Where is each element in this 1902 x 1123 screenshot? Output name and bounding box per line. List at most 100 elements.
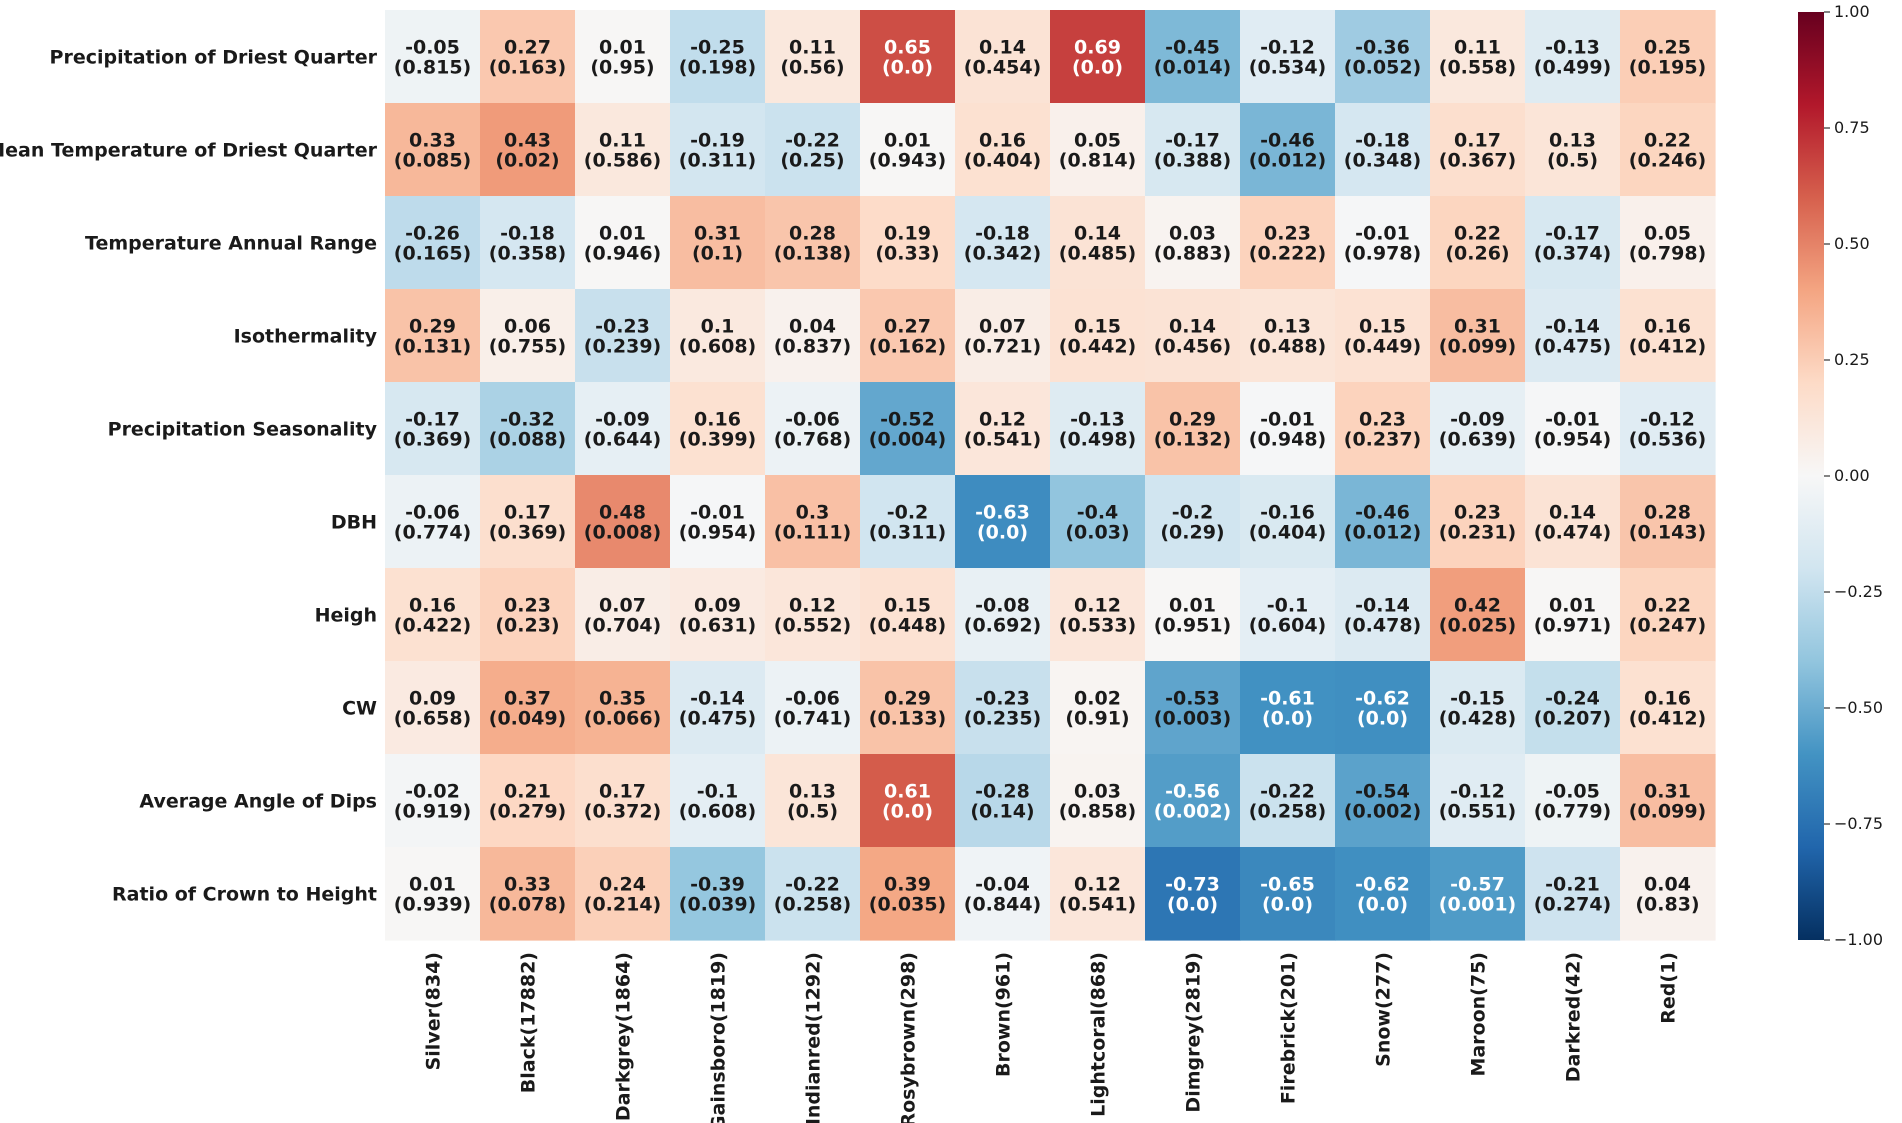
cell-value-label: 0.29 xyxy=(1169,409,1216,431)
cell-value-label: 0.42 xyxy=(1454,595,1501,617)
cell-pvalue-label: (0.604) xyxy=(1249,615,1326,637)
column-label: Dimgrey(2819) xyxy=(1183,952,1205,1113)
cell-value-label: -0.01 xyxy=(690,502,745,524)
heatmap-cell xyxy=(955,661,1051,755)
heatmap-cell xyxy=(1335,10,1431,104)
cell-pvalue-label: (0.0) xyxy=(1262,708,1313,730)
heatmap-cell xyxy=(860,847,956,941)
heatmap-cell xyxy=(955,10,1051,104)
heatmap-cell xyxy=(1525,847,1621,941)
cell-value-label: -0.16 xyxy=(1260,502,1315,524)
cell-pvalue-label: (0.085) xyxy=(394,150,471,172)
heatmap-cell xyxy=(1620,661,1716,755)
cell-value-label: 0.31 xyxy=(1644,781,1691,803)
heatmap-cell xyxy=(1525,103,1621,197)
cell-pvalue-label: (0.5) xyxy=(787,801,838,823)
cell-value-label: 0.3 xyxy=(796,502,830,524)
cell-value-label: -0.01 xyxy=(1545,409,1600,431)
heatmap-cell xyxy=(1430,754,1526,848)
cell-pvalue-label: (0.0) xyxy=(977,522,1028,544)
heatmap-cell xyxy=(1050,103,1146,197)
column-label: Lightcoral(868) xyxy=(1088,952,1110,1117)
cell-value-label: -0.4 xyxy=(1077,502,1119,524)
heatmap-cell xyxy=(385,382,481,476)
cell-pvalue-label: (0.001) xyxy=(1439,894,1516,916)
heatmap-cell xyxy=(385,103,481,197)
column-label: Gainsboro(1819) xyxy=(708,952,730,1123)
column-label: Silver(834) xyxy=(423,952,445,1070)
heatmap-cell xyxy=(1430,10,1526,104)
cell-value-label: 0.03 xyxy=(1169,223,1216,245)
cell-value-label: -0.18 xyxy=(1355,130,1410,152)
heatmap-cell xyxy=(1335,103,1431,197)
cell-value-label: 0.05 xyxy=(1074,130,1121,152)
cell-value-label: -0.54 xyxy=(1355,781,1410,803)
heatmap-cell xyxy=(1050,847,1146,941)
heatmap-cell xyxy=(955,289,1051,383)
cell-pvalue-label: (0.369) xyxy=(394,429,471,451)
heatmap-cell xyxy=(1525,475,1621,569)
cell-value-label: 0.12 xyxy=(979,409,1026,431)
row-label: Average Angle of Dips xyxy=(139,791,377,813)
heatmap-cell xyxy=(575,382,671,476)
cell-pvalue-label: (0.0) xyxy=(882,57,933,79)
row-label: Precipitation of Driest Quarter xyxy=(50,47,378,69)
heatmap-cell xyxy=(1145,568,1241,662)
column-label: Rosybrown(298) xyxy=(898,952,920,1123)
cell-value-label: -0.06 xyxy=(405,502,460,524)
cell-pvalue-label: (0.404) xyxy=(964,150,1041,172)
cell-pvalue-label: (0.412) xyxy=(1629,708,1706,730)
cell-value-label: 0.16 xyxy=(1644,316,1691,338)
cell-value-label: 0.13 xyxy=(1264,316,1311,338)
cell-pvalue-label: (0.534) xyxy=(1249,57,1326,79)
heatmap-cell xyxy=(385,847,481,941)
cell-pvalue-label: (0.132) xyxy=(1154,429,1231,451)
cell-pvalue-label: (0.768) xyxy=(774,429,851,451)
cell-value-label: 0.61 xyxy=(884,781,931,803)
cell-value-label: 0.11 xyxy=(599,130,646,152)
cell-pvalue-label: (0.536) xyxy=(1629,429,1706,451)
cell-pvalue-label: (0.198) xyxy=(679,57,756,79)
cell-value-label: -0.32 xyxy=(500,409,555,431)
cell-value-label: -0.56 xyxy=(1165,781,1220,803)
cell-pvalue-label: (0.954) xyxy=(679,522,756,544)
cell-pvalue-label: (0.1) xyxy=(692,243,743,265)
heatmap-cell xyxy=(860,475,956,569)
cell-pvalue-label: (0.133) xyxy=(869,708,946,730)
cell-value-label: -0.19 xyxy=(690,130,745,152)
cell-pvalue-label: (0.29) xyxy=(1160,522,1224,544)
cell-value-label: 0.14 xyxy=(979,37,1026,59)
heatmap-cell xyxy=(480,661,576,755)
cell-pvalue-label: (0.0) xyxy=(1072,57,1123,79)
cell-value-label: 0.23 xyxy=(1359,409,1406,431)
cell-pvalue-label: (0.631) xyxy=(679,615,756,637)
cell-value-label: -0.46 xyxy=(1355,502,1410,524)
cell-pvalue-label: (0.078) xyxy=(489,894,566,916)
cell-pvalue-label: (0.003) xyxy=(1154,708,1231,730)
heatmap-cell xyxy=(860,382,956,476)
cell-value-label: -0.1 xyxy=(697,781,739,803)
cell-pvalue-label: (0.012) xyxy=(1344,522,1421,544)
colorbar-tick-label: 0.00 xyxy=(1834,466,1870,485)
cell-pvalue-label: (0.374) xyxy=(1534,243,1611,265)
cell-pvalue-label: (0.541) xyxy=(1059,894,1136,916)
heatmap-cell xyxy=(670,475,766,569)
cell-pvalue-label: (0.025) xyxy=(1439,615,1516,637)
heatmap-cell xyxy=(1335,568,1431,662)
cell-pvalue-label: (0.814) xyxy=(1059,150,1136,172)
cell-value-label: 0.17 xyxy=(504,502,551,524)
heatmap-cell xyxy=(1240,754,1336,848)
cell-value-label: -0.22 xyxy=(785,874,840,896)
heatmap-cell xyxy=(1145,754,1241,848)
heatmap-cell xyxy=(1050,382,1146,476)
cell-value-label: 0.48 xyxy=(599,502,646,524)
row-label: Heigh xyxy=(315,605,377,627)
cell-pvalue-label: (0.644) xyxy=(584,429,661,451)
cell-pvalue-label: (0.448) xyxy=(869,615,946,637)
cell-pvalue-label: (0.721) xyxy=(964,336,1041,358)
heatmap-cell xyxy=(765,754,861,848)
heatmap-cell xyxy=(480,382,576,476)
cell-pvalue-label: (0.658) xyxy=(394,708,471,730)
heatmap-cell xyxy=(955,568,1051,662)
cell-value-label: 0.31 xyxy=(694,223,741,245)
